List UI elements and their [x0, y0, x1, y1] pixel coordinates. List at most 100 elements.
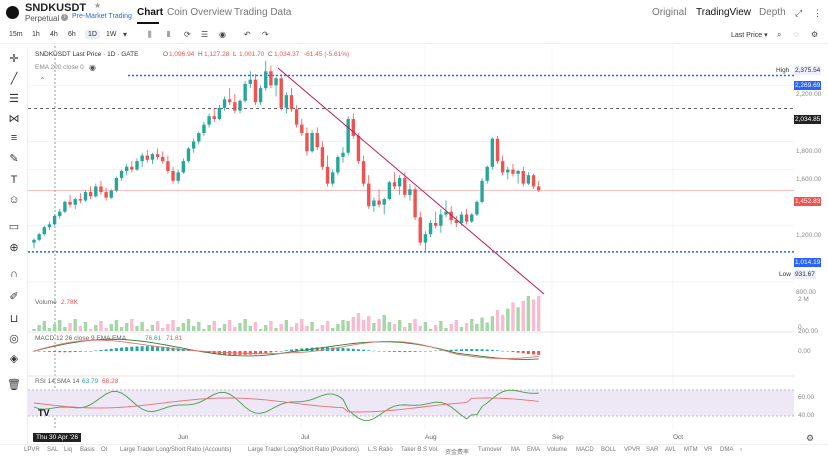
snapshot-icon[interactable]: ◌	[794, 30, 799, 39]
x-label-jun: Jun	[178, 434, 189, 441]
indicator-shortcut-19[interactable]: MTM	[684, 447, 698, 453]
redo-icon[interactable]: ↷	[262, 30, 269, 39]
layers-icon[interactable]: ◈	[9, 353, 19, 365]
lock-drawing-icon[interactable]: ✐	[9, 291, 19, 303]
indicator-shortcut-10[interactable]: Turnover	[478, 447, 502, 453]
search-icon[interactable]: ⌕	[777, 30, 782, 39]
timeframe-1d[interactable]: 1D	[85, 30, 100, 39]
alerts-icon[interactable]: ◉	[219, 30, 226, 39]
price-chart-svg	[28, 46, 794, 430]
templates-icon[interactable]: ☰	[201, 30, 209, 39]
favorite-star-icon[interactable]: ★	[94, 1, 102, 10]
tab-chart[interactable]: Chart	[137, 7, 164, 18]
tab-trading-data[interactable]: Trading Data	[234, 7, 292, 18]
ruler-tool-icon[interactable]: ▭	[8, 221, 20, 233]
axis-settings-icon[interactable]: ⚙	[806, 433, 815, 443]
candle-body	[531, 175, 536, 187]
indicator-shortcut-15[interactable]: BOLL	[601, 447, 617, 453]
fib-tool-icon[interactable]: ≡	[10, 132, 18, 144]
tick-1800: 1,800.00	[796, 148, 822, 155]
indicator-shortcut-1[interactable]: SAL	[47, 447, 59, 453]
macd-histogram-bar	[269, 351, 273, 353]
indicator-shortcut-3[interactable]: Basis	[80, 447, 95, 453]
candle-body	[413, 189, 417, 218]
volume-bar	[387, 322, 392, 331]
indicator-shortcut-12[interactable]: EMA	[527, 447, 541, 453]
indicator-shortcut-20[interactable]: VR	[704, 447, 713, 453]
undo-icon[interactable]: ↶	[244, 30, 251, 39]
indicator-shortcut-11[interactable]: MA	[511, 447, 520, 453]
emoji-tool-icon[interactable]: ☺	[8, 194, 20, 206]
pattern-tool-icon[interactable]: ⋈	[8, 113, 20, 125]
candle-type-icon[interactable]: ⫼	[148, 30, 152, 39]
more-icon[interactable]: ⋮	[813, 8, 822, 18]
indicator-shortcut-9[interactable]: 资金费率	[445, 450, 470, 456]
indicator-shortcut-7[interactable]: L.S Ratio	[368, 447, 393, 453]
chart-canvas[interactable]	[28, 46, 794, 430]
macd-histogram-bar	[290, 349, 293, 351]
visibility-icon[interactable]: ◎	[9, 333, 19, 345]
macd-histogram-bar	[68, 351, 72, 353]
timeframe-4h[interactable]: 4h	[50, 31, 58, 38]
macd-histogram-bar	[351, 348, 355, 351]
macd-histogram-bar	[94, 350, 98, 352]
indicators-icon[interactable]: ⫴	[167, 30, 171, 39]
tab-original[interactable]: Original	[652, 7, 687, 18]
crosshair-icon[interactable]: ✛	[9, 53, 19, 65]
macd-legend-v2: 71.81	[166, 335, 183, 342]
macd-histogram-bar	[454, 349, 458, 351]
candle-body	[47, 224, 52, 228]
indicator-shortcut-18[interactable]: AVL	[665, 447, 676, 453]
symbol-title[interactable]: SNDKUSDT	[25, 2, 87, 14]
candle-body	[356, 135, 361, 162]
candle-body	[140, 155, 144, 162]
coin-logo-icon	[6, 6, 19, 19]
collapse-chevron-icon[interactable]: ⌃	[39, 76, 46, 85]
eye-icon[interactable]: ◉	[89, 63, 96, 72]
timeframe-1h[interactable]: 1h	[32, 31, 40, 38]
indicator-shortcut-22[interactable]: ›	[740, 447, 742, 453]
trendline-tool-icon[interactable]: ╱	[10, 73, 18, 85]
zoom-in-icon[interactable]: ⊕	[9, 242, 19, 254]
brush-tool-icon[interactable]: ✎	[9, 153, 19, 165]
replay-icon[interactable]: ⟳	[184, 30, 191, 39]
lock-icon[interactable]: ⊔	[9, 313, 19, 325]
macd-histogram-bar	[516, 351, 520, 353]
timeframe-6h[interactable]: 6h	[68, 31, 76, 38]
indicator-shortcut-16[interactable]: VPVR	[624, 447, 641, 453]
macd-histogram-bar	[248, 351, 252, 355]
premarket-link[interactable]: Pre-Market Trading	[72, 13, 132, 20]
price-axis[interactable]: High 2,375.54 2,269.69 2,200.00 2,034.85…	[776, 46, 828, 443]
volume-bar	[305, 326, 309, 331]
indicator-shortcut-17[interactable]: SAR	[646, 447, 659, 453]
indicator-shortcut-14[interactable]: MACD	[576, 447, 594, 453]
tab-tradingview[interactable]: TradingView	[696, 7, 752, 18]
timeframe-dropdown-icon[interactable]: ▾	[123, 30, 128, 39]
indicator-shortcut-13[interactable]: Volume	[547, 447, 568, 453]
indicator-shortcut-2[interactable]: Liq	[64, 447, 73, 453]
indicator-shortcut-0[interactable]: LPVR	[24, 447, 40, 453]
magnet-icon[interactable]: ∩	[10, 268, 18, 280]
macd-histogram-bar	[259, 351, 263, 354]
indicator-shortcut-6[interactable]: Large Trader Long/Short Ratio (Positions…	[248, 447, 360, 453]
indicator-shortcut-5[interactable]: Large Trader Long/Short Ratio (Accounts)	[120, 447, 232, 453]
indicator-shortcut-21[interactable]: DMA	[720, 447, 734, 453]
volume-bar	[372, 323, 376, 331]
info-icon[interactable]: i	[61, 14, 68, 21]
timeframe-1w[interactable]: 1W	[106, 31, 117, 38]
trash-icon[interactable]: 🗑	[7, 379, 21, 391]
expand-icon[interactable]: ⤢	[795, 8, 803, 18]
settings-gear-icon[interactable]: ⚙	[811, 30, 819, 39]
text-tool-icon[interactable]: T	[10, 174, 18, 186]
candle-body	[403, 178, 407, 195]
volume-bar	[331, 328, 335, 331]
tab-depth[interactable]: Depth	[759, 7, 786, 18]
tab-coin-overview[interactable]: Coin Overview	[167, 7, 233, 18]
indicator-shortcut-8[interactable]: Taker B.S Vol.	[401, 447, 439, 453]
timeframe-15m[interactable]: 15m	[9, 31, 23, 38]
volume-bar	[475, 323, 479, 331]
price-source-select[interactable]: Last Price ▾	[731, 32, 768, 39]
volume-bar	[279, 324, 283, 331]
indicator-shortcut-4[interactable]: OI	[101, 447, 108, 453]
horizontal-lines-icon[interactable]: ☰	[9, 93, 19, 105]
